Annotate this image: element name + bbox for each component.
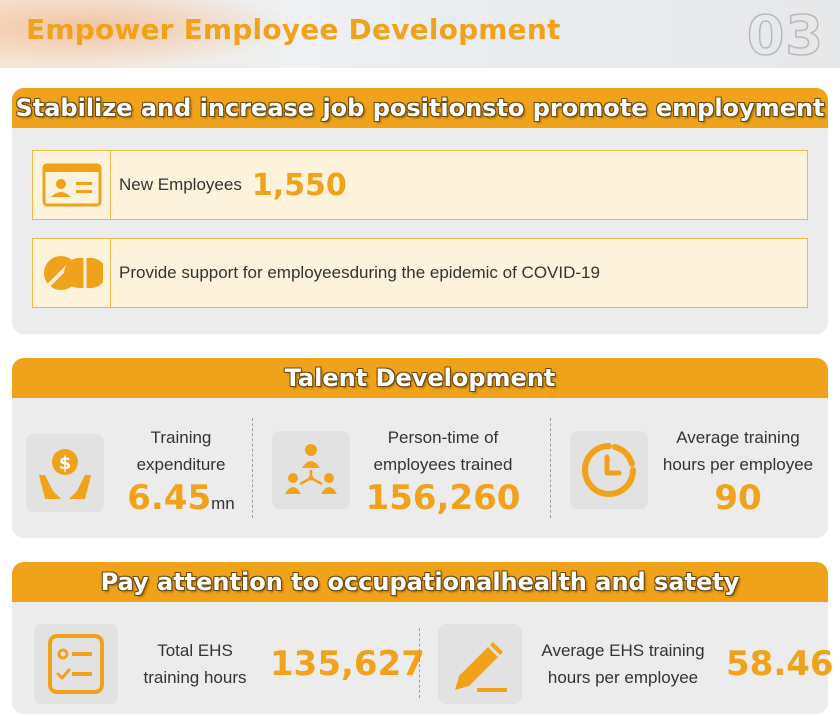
covid-support-label: Provide support for employeesduring the … <box>119 263 600 282</box>
new-employees-row: New Employees 1,550 <box>32 150 808 220</box>
person-time-trained-stat: Person-time of employees trained 156,260 <box>272 422 528 518</box>
covid-support-row: Provide support for employeesduring the … <box>32 238 808 308</box>
training-expenditure-label-1: Training <box>150 428 212 447</box>
page-title: Empower Employee Development <box>26 13 561 46</box>
training-expenditure-label-2: expenditure <box>136 455 226 474</box>
employment-section: Stabilize and increase job positionsto p… <box>12 88 828 334</box>
total-ehs-hours-text: Total EHS training hours <box>130 637 260 691</box>
avg-ehs-hours-label-1: Average EHS training <box>541 641 705 660</box>
divider <box>419 628 420 698</box>
training-expenditure-number: 6.45 <box>127 478 212 518</box>
id-card-icon <box>33 151 111 219</box>
total-ehs-hours-value: 135,627 <box>270 644 425 684</box>
training-expenditure-unit: mn <box>211 494 235 513</box>
talent-section-header: Talent Development <box>12 358 828 398</box>
avg-ehs-hours-value: 58.46 <box>726 644 834 684</box>
divider <box>252 418 253 518</box>
checklist-icon <box>34 624 118 704</box>
divider <box>550 418 551 518</box>
total-ehs-hours-label-1: Total EHS <box>157 641 233 660</box>
new-employees-label: New Employees <box>119 175 242 194</box>
training-expenditure-stat: $ Training expenditure 6.45mn <box>26 422 246 524</box>
people-network-icon <box>272 431 350 509</box>
training-expenditure-value: 6.45mn <box>116 478 246 524</box>
svg-text:$: $ <box>59 453 72 474</box>
employment-section-title: Stabilize and increase job positionsto p… <box>15 94 825 122</box>
person-time-trained-text: Person-time of employees trained 156,260 <box>358 424 528 518</box>
employment-section-header: Stabilize and increase job positionsto p… <box>12 88 828 128</box>
avg-training-hours-label-2: hours per employee <box>662 455 814 474</box>
avg-ehs-hours-stat: Average EHS training hours per employee … <box>438 624 834 704</box>
avg-training-hours-text: Average training hours per employee 90 <box>648 424 828 518</box>
avg-ehs-hours-text: Average EHS training hours per employee <box>528 637 718 691</box>
total-ehs-hours-label-2: training hours <box>143 668 247 687</box>
avg-training-hours-value: 90 <box>714 478 762 518</box>
pill-icon <box>33 239 111 307</box>
avg-training-hours-stat: Average training hours per employee 90 <box>570 422 828 518</box>
training-expenditure-text: Training expenditure 6.45mn <box>116 424 246 524</box>
person-time-trained-value: 156,260 <box>365 478 521 518</box>
person-time-trained-label-1: Person-time of <box>387 428 499 447</box>
talent-section-title: Talent Development <box>284 364 556 392</box>
avg-training-hours-label-1: Average training <box>676 428 800 447</box>
ehs-section-header: Pay attention to occupationalhealth and … <box>12 562 828 602</box>
page-number: 03 <box>746 3 824 68</box>
pencil-icon <box>438 624 522 704</box>
top-banner: Empower Employee Development 03 <box>0 0 840 68</box>
new-employees-value: 1,550 <box>251 167 347 203</box>
avg-ehs-hours-label-2: hours per employee <box>547 668 699 687</box>
ehs-section: Pay attention to occupationalhealth and … <box>12 562 834 714</box>
total-ehs-hours-stat: Total EHS training hours 135,627 <box>34 624 425 704</box>
clock-icon <box>570 431 648 509</box>
person-time-trained-label-2: employees trained <box>373 455 513 474</box>
money-hands-icon: $ <box>26 434 104 512</box>
banner-background <box>0 0 300 68</box>
ehs-section-title: Pay attention to occupationalhealth and … <box>100 568 740 596</box>
talent-section: Talent Development $ Training expenditur… <box>12 358 828 538</box>
